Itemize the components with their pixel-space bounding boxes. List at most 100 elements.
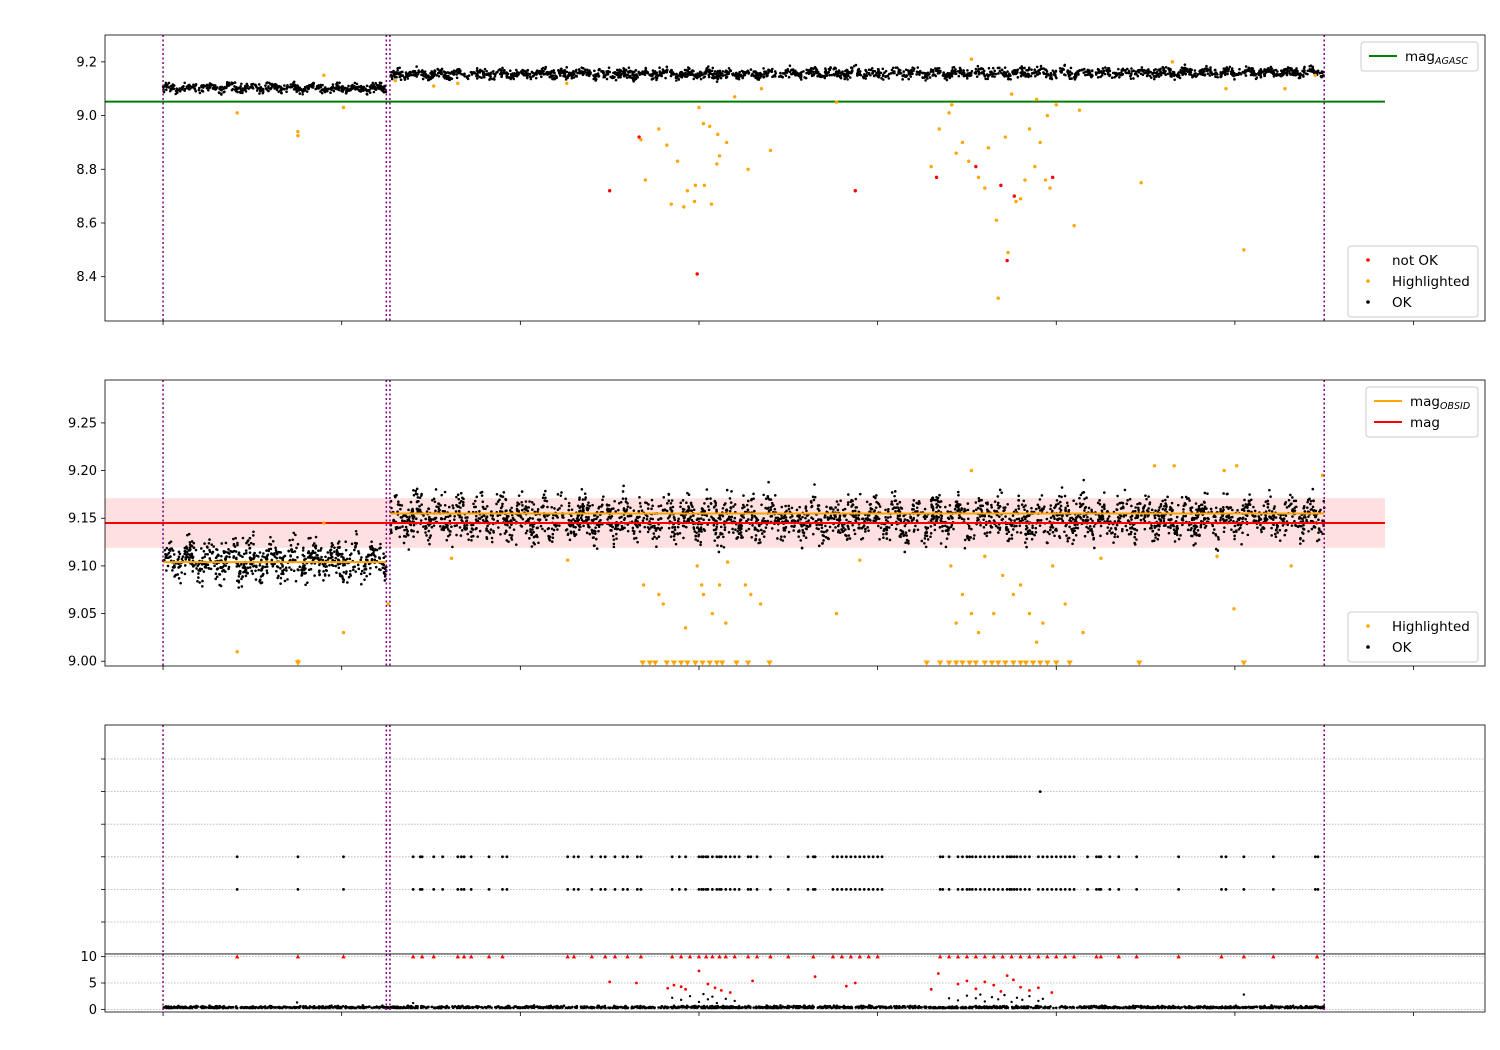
ok-point [707, 508, 711, 512]
ok-point [660, 74, 663, 78]
highlighted-point [1313, 73, 1317, 77]
ok-point [1219, 70, 1223, 74]
ok-point [251, 87, 255, 90]
ok-point [173, 575, 176, 578]
ok-point [1254, 77, 1258, 81]
ok-point [294, 579, 298, 583]
ok-point [1285, 73, 1289, 76]
ok-point [728, 497, 732, 500]
ok-point [584, 68, 587, 71]
ok-point [241, 575, 244, 579]
ok-point [495, 492, 499, 496]
ok-point [1101, 70, 1105, 74]
ok-point [295, 546, 298, 550]
ok-point [222, 569, 226, 572]
ok-point [1052, 515, 1056, 518]
ok-point [222, 87, 225, 91]
ok-point [189, 87, 192, 90]
ok-point [612, 538, 616, 541]
ok-point [1111, 71, 1115, 75]
ok-point [288, 85, 292, 89]
ok-point [635, 73, 638, 76]
ok-point [1113, 532, 1117, 536]
ok-point [942, 74, 946, 78]
ok-point [271, 565, 275, 568]
ok-point [1181, 72, 1185, 76]
ok-point [905, 74, 908, 77]
ok-point [274, 85, 278, 88]
ok-point [1232, 74, 1235, 78]
ok-point [829, 66, 833, 70]
ok-point [824, 530, 828, 533]
ok-point [426, 78, 430, 82]
ok-point [1251, 67, 1254, 70]
ok-point [672, 72, 676, 76]
ok-point [1231, 508, 1234, 512]
ok-point [699, 73, 703, 77]
ok-point [244, 574, 248, 578]
ok-point [1244, 65, 1248, 68]
highlighted-point [692, 199, 697, 204]
ok-point [926, 77, 929, 80]
ok-point [321, 558, 325, 562]
ok-point [392, 69, 395, 73]
ok-point [598, 67, 601, 71]
ok-point [248, 551, 252, 554]
ok-point [1153, 516, 1157, 520]
legend-label: not OK [1392, 253, 1439, 269]
ok-point [1100, 74, 1104, 77]
ok-point [336, 542, 340, 545]
ok-point [1262, 504, 1266, 508]
ok-point [676, 525, 680, 529]
ok-point [463, 74, 466, 78]
ok-point [889, 515, 892, 519]
ok-point [542, 514, 546, 518]
ok-point [767, 68, 770, 72]
ok-point [208, 548, 211, 552]
ok-point [716, 71, 719, 75]
ok-point [696, 517, 700, 520]
ok-point [275, 556, 279, 560]
ok-point [1103, 491, 1106, 494]
ok-point [237, 553, 240, 556]
ok-point [1054, 70, 1057, 73]
ok-point [1246, 509, 1250, 513]
ok-point [895, 66, 899, 69]
ok-point [769, 69, 773, 73]
ok-point [269, 87, 272, 90]
ok-point [265, 81, 268, 85]
ok-point [1006, 77, 1010, 81]
ok-point [558, 524, 561, 527]
ok-point [968, 71, 972, 75]
ok-point [170, 85, 173, 89]
ok-point [322, 579, 325, 582]
ok-point [543, 499, 547, 502]
ok-point [890, 491, 894, 494]
ok-point [725, 518, 729, 522]
ok-point [892, 506, 896, 509]
highlighted-point [1139, 180, 1143, 185]
highlighted-point [834, 100, 839, 104]
ok-point [257, 87, 261, 90]
ok-point [580, 487, 584, 491]
ok-point [871, 71, 874, 75]
ok-point [475, 66, 479, 70]
ok-point [257, 568, 260, 572]
ok-point [707, 65, 710, 68]
ok-point [230, 550, 234, 553]
ok-point [311, 85, 315, 88]
ok-point [1203, 491, 1207, 495]
ok-point [253, 551, 256, 555]
ok-point [749, 68, 753, 71]
ok-point [998, 66, 1001, 70]
ok-point [247, 543, 251, 547]
ok-point [459, 534, 463, 537]
ok-point [1249, 498, 1253, 502]
ok-point [456, 71, 460, 75]
ok-point [1115, 523, 1119, 527]
ok-point [1024, 517, 1027, 521]
ok-point [214, 87, 218, 90]
ok-point [1206, 516, 1210, 520]
ok-point [260, 581, 264, 584]
ok-point [165, 85, 169, 89]
